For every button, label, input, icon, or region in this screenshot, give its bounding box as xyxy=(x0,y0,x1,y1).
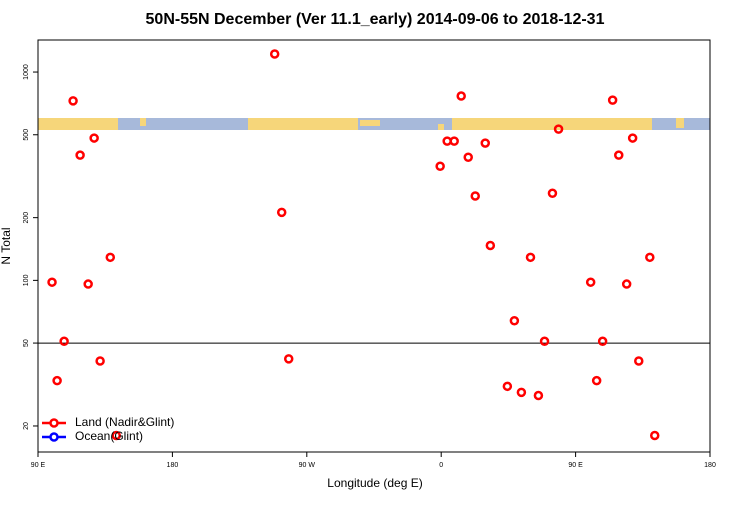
x-tick-label: 180 xyxy=(167,462,179,469)
data-point xyxy=(95,356,105,366)
data-point xyxy=(456,91,466,101)
data-point xyxy=(525,252,536,263)
data-point xyxy=(111,430,122,441)
y-axis-label: N Total xyxy=(0,227,13,264)
legend-label: Ocean(Glint) xyxy=(75,429,143,443)
data-point xyxy=(52,375,62,386)
y-tick-label: 20 xyxy=(23,422,30,430)
data-point xyxy=(463,152,473,162)
data-point xyxy=(634,356,644,366)
x-tick-label: 90 W xyxy=(299,462,316,469)
data-point xyxy=(83,279,93,289)
data-point xyxy=(516,387,527,398)
data-point xyxy=(607,95,618,105)
data-point xyxy=(621,279,632,289)
data-point xyxy=(645,252,655,263)
data-point xyxy=(553,124,564,134)
legend-marker xyxy=(49,418,59,428)
data-point xyxy=(614,150,624,160)
data-point xyxy=(47,277,57,287)
data-point xyxy=(480,138,491,148)
y-tick-label: 100 xyxy=(23,274,30,286)
data-point xyxy=(627,133,638,143)
plot-frame xyxy=(37,39,711,453)
data-point xyxy=(547,188,558,198)
data-point xyxy=(75,150,85,160)
y-tick-label: 200 xyxy=(23,212,30,224)
data-point xyxy=(68,96,78,106)
data-point xyxy=(585,277,596,287)
data-point xyxy=(509,315,520,326)
chart-title: 50N-55N December (Ver 11.1_early) 2014-0… xyxy=(146,11,605,28)
data-point xyxy=(59,336,69,347)
y-tick-label: 1000 xyxy=(23,64,30,80)
legend-marker xyxy=(49,432,59,442)
legend-label: Land (Nadir&Glint) xyxy=(75,415,174,429)
y-tick-label: 500 xyxy=(23,129,30,141)
data-point xyxy=(649,430,660,441)
data-point xyxy=(470,191,480,201)
data-point xyxy=(539,336,550,347)
data-point xyxy=(105,252,116,263)
x-tick-label: 0 xyxy=(439,462,443,469)
data-point xyxy=(591,375,602,386)
data-point xyxy=(269,49,280,59)
x-tick-label: 90 E xyxy=(31,462,46,469)
x-tick-label: 180 xyxy=(704,462,716,469)
data-point xyxy=(485,240,496,251)
data-point xyxy=(283,354,294,364)
data-point xyxy=(435,161,445,172)
y-tick-label: 50 xyxy=(23,339,30,347)
data-point xyxy=(276,207,287,218)
data-point xyxy=(597,336,608,347)
land-band xyxy=(38,118,684,130)
data-point xyxy=(89,133,99,143)
data-point xyxy=(533,390,544,401)
data-point xyxy=(449,136,459,146)
x-axis-label: Longitude (deg E) xyxy=(327,476,422,490)
x-tick-label: 90 E xyxy=(568,462,583,469)
data-point xyxy=(502,381,513,392)
